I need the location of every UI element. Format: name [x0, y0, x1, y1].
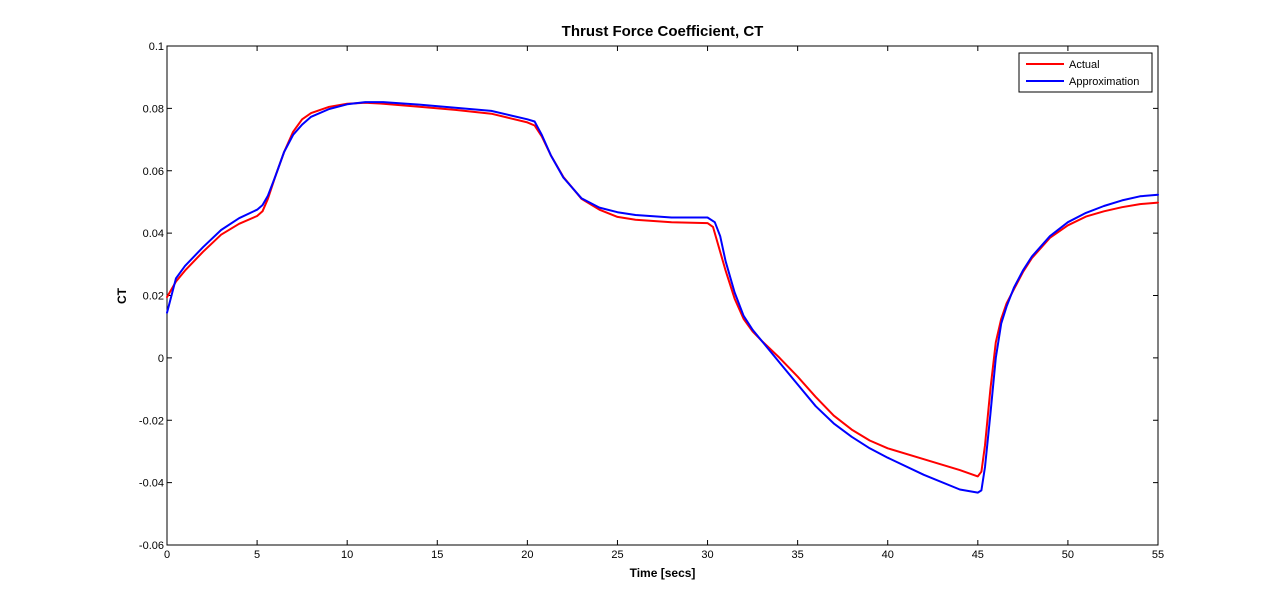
- chart-title: Thrust Force Coefficient, CT: [562, 23, 764, 40]
- y-tick-label: -0.04: [139, 478, 164, 490]
- y-tick-label: 0: [158, 353, 164, 365]
- x-tick-label: 40: [882, 549, 894, 561]
- y-axis-label: CT: [115, 287, 129, 304]
- x-tick-label: 45: [972, 549, 984, 561]
- y-tick-label: 0.04: [143, 228, 164, 240]
- y-tick-label: -0.02: [139, 415, 164, 427]
- x-tick-label: 30: [701, 549, 713, 561]
- x-tick-label: 50: [1062, 549, 1074, 561]
- x-tick-label: 10: [341, 549, 353, 561]
- x-tick-label: 35: [792, 549, 804, 561]
- legend: Actual Approximation: [1018, 52, 1153, 93]
- y-tick-label: 0.06: [143, 166, 164, 178]
- x-tick-label: 15: [431, 549, 443, 561]
- x-tick-label: 20: [521, 549, 533, 561]
- y-tick-label: 0.08: [143, 103, 164, 115]
- axis-ticks: 0 5 10 15 20 25 30 35 40 45 50 55 -0.06 -0.04 -0.02 0 0.…: [139, 41, 1164, 561]
- x-tick-label: 25: [611, 549, 623, 561]
- x-axis-label: Time [secs]: [630, 566, 696, 580]
- legend-label-actual: Actual: [1069, 59, 1100, 71]
- x-tick-label: 5: [254, 549, 260, 561]
- x-tick-label: 55: [1152, 549, 1164, 561]
- y-tick-label: 0.02: [143, 291, 164, 303]
- legend-box: [1018, 52, 1153, 93]
- legend-label-approximation: Approximation: [1069, 76, 1139, 88]
- x-tick-label: 0: [164, 549, 170, 561]
- series-line-approximation: [166, 101, 1159, 494]
- y-tick-label: 0.1: [149, 41, 164, 53]
- y-tick-label: -0.06: [139, 540, 164, 552]
- series-layer: [166, 101, 1159, 494]
- plot-area: [166, 45, 1159, 546]
